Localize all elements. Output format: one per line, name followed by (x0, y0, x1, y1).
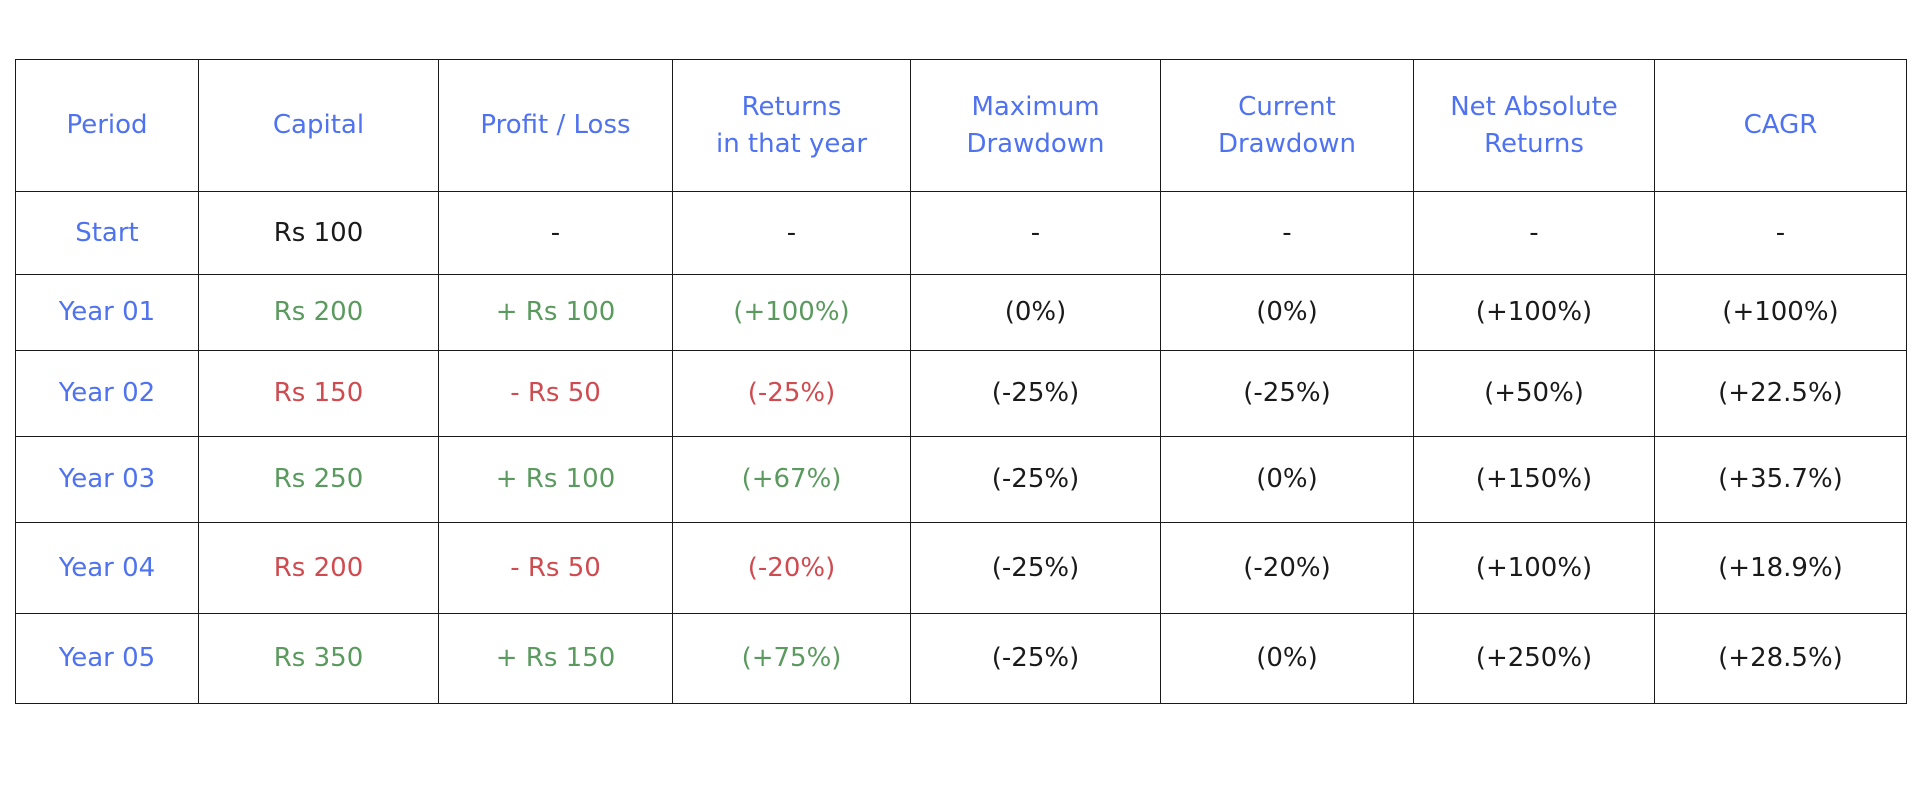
table-row: Year 05 Rs 350 + Rs 150 (+75%) (-25%) (0… (15, 613, 1907, 704)
returns-cell: (+67%) (672, 436, 911, 523)
current-drawdown-cell: (0%) (1160, 613, 1414, 704)
header-capital: Capital (198, 59, 439, 192)
table-row: Year 02 Rs 150 - Rs 50 (-25%) (-25%) (-2… (15, 350, 1907, 437)
header-profit-loss: Profit / Loss (438, 59, 673, 192)
max-drawdown-cell: - (910, 191, 1161, 275)
max-drawdown-cell: (-25%) (910, 436, 1161, 523)
header-cagr: CAGR (1654, 59, 1907, 192)
current-drawdown-cell: (0%) (1160, 436, 1414, 523)
profit-loss-cell: - (438, 191, 673, 275)
cagr-cell: (+28.5%) (1654, 613, 1907, 704)
table-row: Year 03 Rs 250 + Rs 100 (+67%) (-25%) (0… (15, 436, 1907, 523)
returns-table: Period Capital Profit / Loss Returns in t… (15, 59, 1907, 704)
capital-cell: Rs 200 (198, 522, 439, 614)
period-cell: Year 04 (15, 522, 199, 614)
max-drawdown-cell: (-25%) (910, 350, 1161, 437)
period-cell: Year 02 (15, 350, 199, 437)
net-absolute-returns-cell: - (1413, 191, 1655, 275)
profit-loss-cell: - Rs 50 (438, 350, 673, 437)
capital-cell: Rs 350 (198, 613, 439, 704)
cagr-cell: (+22.5%) (1654, 350, 1907, 437)
cagr-cell: (+18.9%) (1654, 522, 1907, 614)
period-cell: Year 05 (15, 613, 199, 704)
net-absolute-returns-cell: (+250%) (1413, 613, 1655, 704)
returns-cell: (+75%) (672, 613, 911, 704)
capital-cell: Rs 100 (198, 191, 439, 275)
max-drawdown-cell: (-25%) (910, 613, 1161, 704)
capital-cell: Rs 250 (198, 436, 439, 523)
table-row: Start Rs 100 - - - - - - (15, 191, 1907, 275)
table-row: Year 04 Rs 200 - Rs 50 (-20%) (-25%) (-2… (15, 522, 1907, 614)
current-drawdown-cell: (0%) (1160, 274, 1414, 351)
returns-cell: (+100%) (672, 274, 911, 351)
header-period: Period (15, 59, 199, 192)
profit-loss-cell: - Rs 50 (438, 522, 673, 614)
profit-loss-cell: + Rs 100 (438, 436, 673, 523)
net-absolute-returns-cell: (+100%) (1413, 274, 1655, 351)
max-drawdown-cell: (-25%) (910, 522, 1161, 614)
returns-cell: (-25%) (672, 350, 911, 437)
net-absolute-returns-cell: (+150%) (1413, 436, 1655, 523)
period-cell: Year 03 (15, 436, 199, 523)
header-returns: Returns in that year (672, 59, 911, 192)
current-drawdown-cell: - (1160, 191, 1414, 275)
profit-loss-cell: + Rs 150 (438, 613, 673, 704)
max-drawdown-cell: (0%) (910, 274, 1161, 351)
cagr-cell: (+100%) (1654, 274, 1907, 351)
period-cell: Start (15, 191, 199, 275)
header-max-drawdown: Maximum Drawdown (910, 59, 1161, 192)
profit-loss-cell: + Rs 100 (438, 274, 673, 351)
period-cell: Year 01 (15, 274, 199, 351)
header-current-drawdown: Current Drawdown (1160, 59, 1414, 192)
returns-cell: (-20%) (672, 522, 911, 614)
cagr-cell: (+35.7%) (1654, 436, 1907, 523)
current-drawdown-cell: (-25%) (1160, 350, 1414, 437)
net-absolute-returns-cell: (+100%) (1413, 522, 1655, 614)
table-row: Year 01 Rs 200 + Rs 100 (+100%) (0%) (0%… (15, 274, 1907, 351)
capital-cell: Rs 200 (198, 274, 439, 351)
header-row: Period Capital Profit / Loss Returns in t… (15, 59, 1907, 192)
header-net-absolute-returns: Net Absolute Returns (1413, 59, 1655, 192)
capital-cell: Rs 150 (198, 350, 439, 437)
current-drawdown-cell: (-20%) (1160, 522, 1414, 614)
cagr-cell: - (1654, 191, 1907, 275)
net-absolute-returns-cell: (+50%) (1413, 350, 1655, 437)
returns-cell: - (672, 191, 911, 275)
